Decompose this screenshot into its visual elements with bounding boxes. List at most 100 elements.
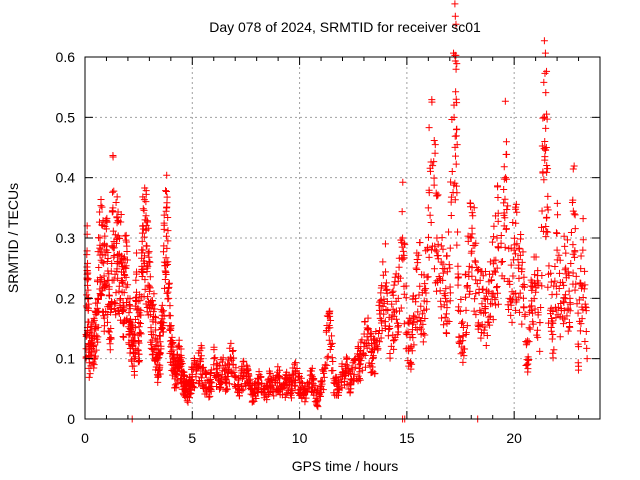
data-point bbox=[115, 287, 123, 295]
data-point bbox=[431, 141, 439, 149]
data-point bbox=[453, 60, 461, 68]
data-point bbox=[507, 311, 515, 319]
data-point bbox=[274, 387, 282, 395]
data-point bbox=[520, 280, 528, 288]
data-point bbox=[135, 356, 143, 364]
data-point bbox=[520, 303, 528, 311]
data-point bbox=[540, 78, 548, 86]
data-point bbox=[215, 385, 223, 393]
data-point bbox=[501, 97, 509, 105]
data-point bbox=[477, 334, 485, 342]
data-point bbox=[354, 343, 362, 351]
data-point bbox=[479, 272, 487, 280]
data-point bbox=[550, 282, 558, 290]
data-point bbox=[551, 277, 559, 285]
data-point bbox=[538, 142, 546, 150]
data-point bbox=[177, 345, 185, 353]
data-point bbox=[319, 366, 327, 374]
data-point bbox=[569, 207, 577, 215]
data-point bbox=[541, 156, 549, 164]
data-point bbox=[405, 314, 413, 322]
data-point bbox=[556, 256, 564, 264]
data-point bbox=[534, 311, 542, 319]
data-point bbox=[390, 281, 398, 289]
data-point bbox=[109, 207, 117, 215]
data-point bbox=[502, 225, 510, 233]
data-point bbox=[152, 313, 160, 321]
data-point bbox=[137, 330, 145, 338]
y-tick-label: 0 bbox=[67, 411, 75, 427]
data-point bbox=[490, 233, 498, 241]
data-point bbox=[313, 402, 321, 410]
data-point bbox=[487, 277, 495, 285]
data-point bbox=[452, 88, 460, 96]
data-point bbox=[151, 305, 159, 313]
data-point bbox=[542, 223, 550, 231]
data-point bbox=[172, 383, 180, 391]
data-point bbox=[369, 335, 377, 343]
data-point bbox=[380, 310, 388, 318]
data-point bbox=[94, 323, 102, 331]
data-point bbox=[197, 352, 205, 360]
data-point bbox=[110, 276, 118, 284]
data-point bbox=[534, 333, 542, 341]
data-point bbox=[100, 314, 108, 322]
data-point bbox=[567, 260, 575, 268]
data-point bbox=[154, 342, 162, 350]
data-point bbox=[423, 273, 431, 281]
data-point bbox=[516, 308, 524, 316]
data-point bbox=[446, 289, 454, 297]
data-point bbox=[327, 343, 335, 351]
data-point bbox=[377, 334, 385, 342]
data-point bbox=[381, 318, 389, 326]
data-point bbox=[85, 359, 93, 367]
data-point bbox=[397, 304, 405, 312]
data-point bbox=[165, 294, 173, 302]
data-point bbox=[553, 246, 561, 254]
data-point bbox=[158, 325, 166, 333]
data-point bbox=[382, 279, 390, 287]
data-point bbox=[369, 352, 377, 360]
data-point bbox=[323, 361, 331, 369]
data-point bbox=[189, 383, 197, 391]
data-point bbox=[526, 303, 534, 311]
data-point bbox=[226, 353, 234, 361]
data-point bbox=[120, 303, 128, 311]
data-point bbox=[308, 367, 316, 375]
data-point bbox=[122, 262, 130, 270]
data-point bbox=[120, 333, 128, 341]
data-point bbox=[561, 242, 569, 250]
data-point bbox=[104, 327, 112, 335]
data-point bbox=[219, 354, 227, 362]
data-point bbox=[513, 240, 521, 248]
data-point bbox=[110, 304, 118, 312]
data-point bbox=[494, 289, 502, 297]
data-point bbox=[122, 236, 130, 244]
data-point bbox=[529, 318, 537, 326]
data-point bbox=[371, 336, 379, 344]
data-point bbox=[115, 251, 123, 259]
data-point bbox=[207, 376, 215, 384]
data-point bbox=[163, 244, 171, 252]
data-point bbox=[442, 310, 450, 318]
data-point bbox=[117, 211, 125, 219]
data-point bbox=[155, 331, 163, 339]
data-point bbox=[446, 283, 454, 291]
data-point bbox=[196, 356, 204, 364]
data-point bbox=[106, 340, 114, 348]
data-point bbox=[569, 196, 577, 204]
data-point bbox=[481, 303, 489, 311]
data-point bbox=[486, 270, 494, 278]
data-point bbox=[136, 329, 144, 337]
data-point bbox=[455, 333, 463, 341]
data-point bbox=[481, 309, 489, 317]
data-point bbox=[156, 332, 164, 340]
data-point bbox=[439, 245, 447, 253]
data-point bbox=[282, 390, 290, 398]
data-point bbox=[334, 376, 342, 384]
data-point bbox=[92, 299, 100, 307]
data-point bbox=[135, 319, 143, 327]
data-point bbox=[441, 313, 449, 321]
data-point bbox=[110, 253, 118, 261]
